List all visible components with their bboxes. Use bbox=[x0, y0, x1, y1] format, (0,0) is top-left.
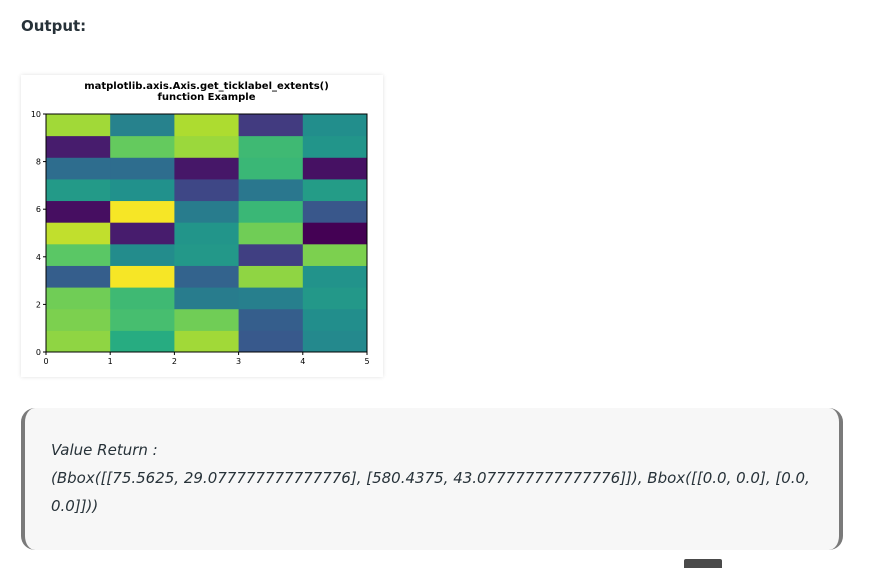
heatmap-cell bbox=[302, 287, 368, 310]
heatmap-cell bbox=[174, 222, 240, 245]
x-tick-label: 5 bbox=[364, 357, 369, 366]
heatmap-chart: matplotlib.axis.Axis.get_ticklabel_exten… bbox=[31, 81, 370, 366]
heatmap-cell bbox=[302, 265, 368, 288]
heatmap-cell bbox=[302, 135, 368, 158]
return-value-line-2: 0.0]])) bbox=[51, 497, 99, 515]
heatmap-cell bbox=[238, 200, 304, 223]
heatmap-cell bbox=[110, 114, 175, 137]
heatmap-cell bbox=[302, 200, 368, 223]
axes-frame bbox=[45, 113, 368, 353]
y-tick-label: 10 bbox=[31, 110, 41, 119]
heatmap-cell bbox=[110, 178, 175, 202]
heatmap-cell bbox=[110, 287, 175, 310]
heatmap-cell bbox=[238, 330, 304, 353]
heatmap-cell bbox=[174, 157, 240, 180]
heatmap-cell bbox=[238, 114, 304, 137]
output-label: Output: bbox=[21, 17, 87, 35]
heatmap-cell bbox=[174, 200, 240, 223]
heatmap-cell bbox=[46, 157, 111, 180]
y-tick-label: 2 bbox=[36, 300, 41, 309]
heatmap-cell bbox=[238, 308, 304, 331]
heatmap-cell bbox=[174, 243, 240, 266]
heatmap-cell bbox=[302, 178, 368, 202]
heatmap-cell bbox=[238, 157, 304, 180]
x-tick-label: 1 bbox=[108, 357, 113, 366]
scroll-to-top-button[interactable] bbox=[684, 559, 722, 568]
y-tick-label: 6 bbox=[36, 205, 41, 214]
heatmap-cell bbox=[46, 200, 111, 223]
heatmap-cell bbox=[174, 135, 240, 158]
heatmap-cell bbox=[302, 308, 368, 331]
heatmap-cell bbox=[46, 287, 111, 310]
heatmap-cell bbox=[238, 265, 304, 288]
chart-title-line: matplotlib.axis.Axis.get_ticklabel_exten… bbox=[84, 81, 329, 92]
heatmap-cell bbox=[174, 330, 240, 353]
heatmap-cell bbox=[174, 265, 240, 288]
heatmap-cell bbox=[238, 135, 304, 158]
heatmap-cell bbox=[174, 178, 240, 202]
y-tick-label: 0 bbox=[36, 348, 41, 357]
heatmap-cell bbox=[110, 308, 175, 331]
heatmap-cell bbox=[46, 308, 111, 331]
heatmap-cell bbox=[302, 114, 368, 137]
heatmap-cell bbox=[46, 265, 111, 288]
y-tick-label: 8 bbox=[36, 158, 41, 167]
x-tick-label: 3 bbox=[236, 357, 241, 366]
heatmap-cell bbox=[110, 265, 175, 288]
heatmap-cell bbox=[46, 178, 111, 202]
y-tick-label: 4 bbox=[36, 253, 41, 262]
heatmap-cell bbox=[174, 287, 240, 310]
heatmap-cell bbox=[46, 135, 111, 158]
heatmap-cell bbox=[46, 114, 111, 137]
heatmap-cell bbox=[238, 243, 304, 266]
x-tick-label: 2 bbox=[172, 357, 177, 366]
heatmap-cell bbox=[110, 330, 175, 353]
x-tick-label: 0 bbox=[43, 357, 48, 366]
x-tick-label: 4 bbox=[300, 357, 305, 366]
return-value-line-1: (Bbox([[75.5625, 29.077777777777776], [5… bbox=[51, 469, 810, 487]
return-value-box: Value Return : (Bbox([[75.5625, 29.07777… bbox=[21, 408, 843, 550]
heatmap-cell bbox=[174, 114, 240, 137]
heatmap-cell bbox=[110, 135, 175, 158]
heatmap-cell bbox=[302, 330, 368, 353]
heatmap-cell bbox=[110, 157, 175, 180]
heatmap-cell bbox=[46, 330, 111, 353]
chart-title-line: function Example bbox=[157, 92, 255, 103]
return-label: Value Return : bbox=[51, 441, 158, 459]
heatmap-cell bbox=[110, 200, 175, 223]
heatmap-cell bbox=[46, 222, 111, 245]
heatmap-cell bbox=[174, 308, 240, 331]
heatmap-cell bbox=[110, 243, 175, 266]
heatmap-cell bbox=[110, 222, 175, 245]
heatmap-cell bbox=[46, 243, 111, 266]
chart-figure: matplotlib.axis.Axis.get_ticklabel_exten… bbox=[21, 75, 383, 377]
heatmap-cell bbox=[238, 287, 304, 310]
heatmap-cell bbox=[302, 157, 368, 180]
heatmap-cell bbox=[238, 222, 304, 245]
heatmap-cell bbox=[238, 178, 304, 202]
heatmap-cell bbox=[302, 243, 368, 266]
heatmap-cell bbox=[302, 222, 368, 245]
